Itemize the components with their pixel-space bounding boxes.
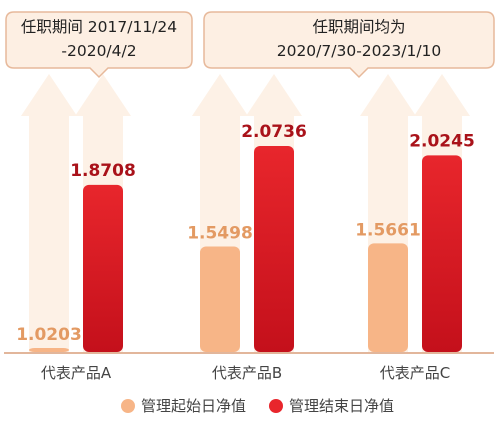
background-arrow <box>21 74 77 352</box>
tenure-callout-a: 任职期间 2017/11/24 -2020/4/2 <box>5 11 193 79</box>
bar-start-1 <box>29 348 69 352</box>
value-label-start-2: 1.5498 <box>187 223 253 243</box>
x-tick-label-3: 代表产品C <box>380 364 450 382</box>
legend: 管理起始日净值 管理结束日净值 <box>121 397 394 415</box>
legend-marker-end <box>269 399 283 413</box>
callout-line: 2020/7/30-2023/1/10 <box>277 42 442 60</box>
value-labels: 1.0203 1.8708 1.5498 2.0736 1.5661 2.0245 <box>16 122 475 345</box>
x-tick-label-2: 代表产品B <box>212 364 282 382</box>
value-label-start-3: 1.5661 <box>355 220 421 240</box>
callout-box <box>5 11 193 79</box>
legend-marker-start <box>121 399 135 413</box>
callout-line: -2020/4/2 <box>61 42 136 60</box>
callout-box <box>203 11 495 79</box>
tenure-callout-bc: 任职期间均为 2020/7/30-2023/1/10 <box>203 11 495 79</box>
bar-start-2 <box>200 246 240 352</box>
bar-end-2 <box>254 145 294 352</box>
bar-end-3 <box>422 155 462 352</box>
callout-line: 任职期间均为 <box>312 18 405 36</box>
x-axis-tick-labels: 代表产品A 代表产品B 代表产品C <box>41 364 450 382</box>
legend-label-end: 管理结束日净值 <box>289 397 394 415</box>
legend-label-start: 管理起始日净值 <box>141 397 246 415</box>
value-label-end-3: 2.0245 <box>409 131 475 151</box>
bar-end-1 <box>83 184 123 352</box>
callout-line: 任职期间 2017/11/24 <box>21 18 177 36</box>
value-label-end-2: 2.0736 <box>241 122 307 142</box>
bars <box>29 145 462 352</box>
value-label-end-1: 1.8708 <box>70 161 136 181</box>
bar-start-3 <box>368 243 408 352</box>
value-label-start-1: 1.0203 <box>16 325 82 345</box>
x-tick-label-1: 代表产品A <box>41 364 112 382</box>
